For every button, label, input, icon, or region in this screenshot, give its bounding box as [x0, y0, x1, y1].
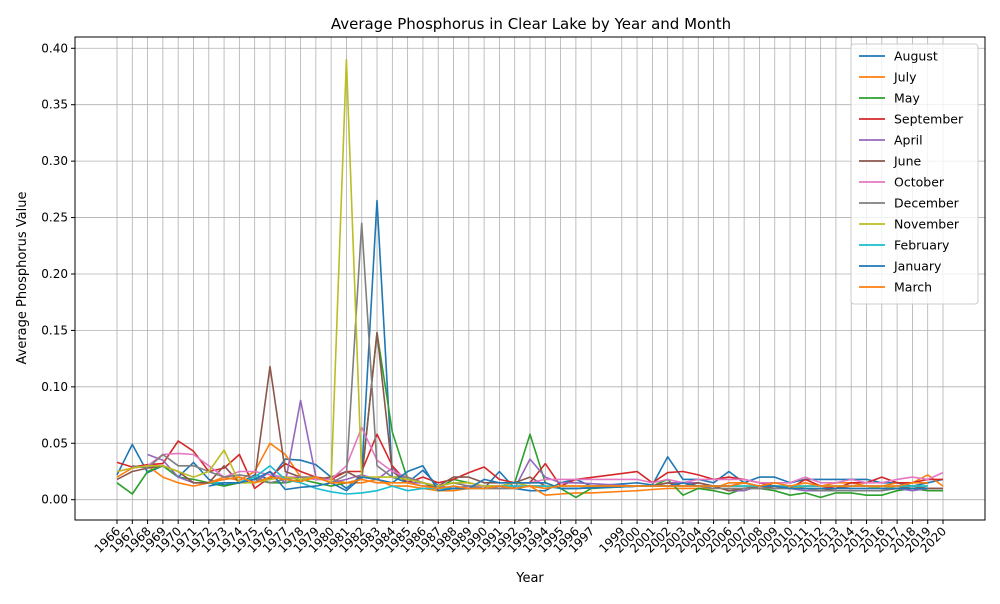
y-tick-label: 0.15 [41, 323, 68, 337]
y-tick-label: 0.35 [41, 98, 68, 112]
legend-label: July [893, 70, 917, 85]
grid [75, 37, 985, 520]
legend-label: January [893, 259, 942, 274]
y-tick-label: 0.40 [41, 41, 68, 55]
legend-label: November [894, 217, 960, 232]
y-tick-label: 0.20 [41, 267, 68, 281]
legend: August July May September April June October De… [850, 43, 979, 305]
series-line-january [208, 464, 928, 492]
y-tick-label: 0.30 [41, 154, 68, 168]
series-line-march [208, 476, 928, 490]
legend-label: October [894, 175, 945, 190]
x-axis: 1966196719681969197019711972197319741975… [92, 520, 949, 556]
chart-title: Average Phosphorus in Clear Lake by Year… [331, 15, 731, 33]
legend-label: February [894, 238, 950, 253]
legend-label: September [894, 112, 964, 127]
legend-label: June [893, 154, 922, 169]
legend-label: March [894, 280, 932, 295]
y-axis-label: Average Phosphorus Value [15, 192, 30, 365]
y-axis: 0.00 0.05 0.10 0.15 0.20 0.25 0.30 0.35 0.40 [41, 41, 75, 507]
legend-label: August [894, 49, 938, 64]
y-tick-label: 0.05 [41, 436, 68, 450]
legend-label: May [894, 91, 920, 106]
y-tick-label: 0.00 [41, 493, 68, 507]
legend-label: December [894, 196, 960, 211]
x-axis-label: Year [515, 571, 544, 586]
series-lines [116, 58, 944, 499]
y-tick-label: 0.25 [41, 211, 68, 225]
legend-label: April [894, 133, 923, 148]
legend-frame [850, 43, 979, 305]
series-line-february [208, 464, 928, 495]
y-tick-label: 0.10 [41, 380, 68, 394]
